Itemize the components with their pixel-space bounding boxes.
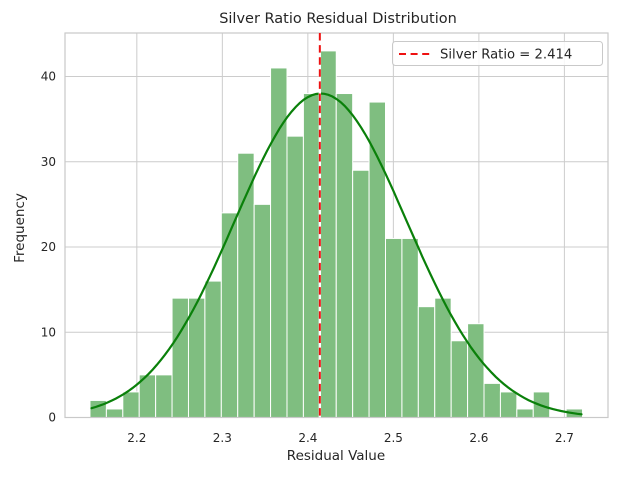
x-axis-label: Residual Value	[287, 448, 385, 464]
histogram-bar	[434, 297, 452, 419]
histogram-bar	[516, 408, 534, 419]
kde-curve	[90, 92, 583, 416]
legend: Silver Ratio = 2.414	[392, 41, 603, 66]
histogram-bar	[499, 391, 518, 419]
x-tick-label: 2.7	[555, 431, 574, 445]
x-tick-label: 2.3	[213, 431, 232, 445]
histogram-bar	[237, 152, 255, 419]
histogram-bar	[335, 93, 354, 418]
histogram-bar	[401, 237, 419, 418]
histogram-bar	[171, 297, 189, 419]
y-tick-label: 30	[41, 155, 56, 169]
histogram-bar	[155, 374, 173, 418]
histogram-bar	[368, 101, 386, 418]
histogram-bar	[122, 391, 140, 419]
y-tick-label: 10	[41, 325, 56, 339]
histogram-bar	[253, 203, 272, 418]
x-tick-label: 2.6	[469, 431, 488, 445]
y-tick-label: 20	[41, 240, 56, 254]
histogram-bar	[483, 382, 501, 418]
histogram-bar	[467, 323, 485, 418]
histogram-bar	[302, 93, 321, 418]
legend-label: Silver Ratio = 2.414	[440, 48, 572, 63]
histogram-bar	[204, 280, 222, 418]
plot-area: 2.2 2.3 2.4 2.5 2.6 2.7 0 10 20 30 40	[41, 32, 609, 445]
x-tick-label: 2.5	[384, 431, 403, 445]
plot-border	[64, 32, 609, 419]
y-axis-label: Frequency	[12, 193, 28, 263]
y-tick-label: 40	[41, 70, 56, 84]
chart-title: Silver Ratio Residual Distribution	[219, 11, 457, 27]
histogram-bar	[286, 135, 304, 418]
histogram-bar	[105, 408, 124, 419]
histogram-bar	[319, 50, 337, 419]
histogram-bar	[352, 169, 370, 418]
legend-box	[392, 41, 603, 66]
y-tick-label: 0	[48, 411, 56, 425]
x-tick-label: 2.4	[298, 431, 317, 445]
x-tick-label: 2.2	[127, 431, 146, 445]
histogram-bar	[417, 306, 436, 419]
histogram-bar	[450, 340, 469, 418]
histogram-bar	[385, 237, 403, 418]
